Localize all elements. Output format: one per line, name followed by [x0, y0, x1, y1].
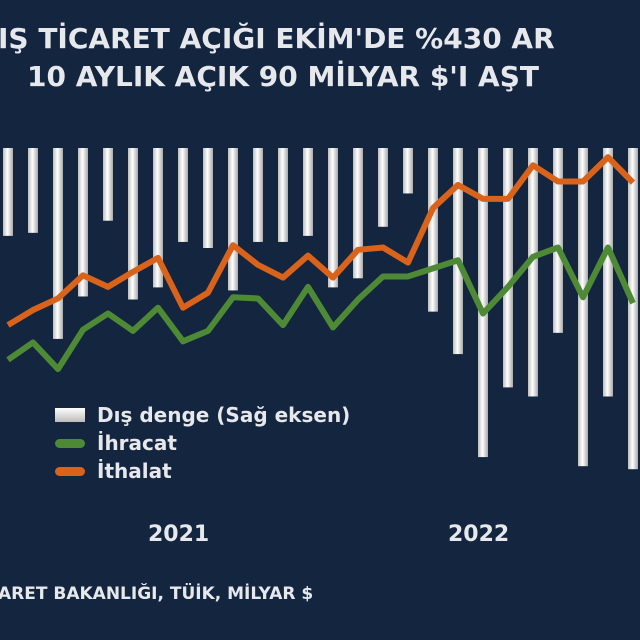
balance-bars	[3, 148, 638, 470]
balance-bar	[53, 148, 63, 339]
balance-bar	[453, 148, 463, 355]
balance-bar	[553, 148, 563, 333]
imports-line	[6, 154, 636, 328]
balance-bar	[378, 148, 388, 227]
balance-bar	[353, 148, 363, 279]
balance-bar	[478, 148, 488, 458]
balance-bar	[153, 148, 163, 288]
legend-swatch-line	[55, 438, 85, 448]
balance-bar	[3, 148, 13, 236]
balance-bar	[303, 148, 313, 236]
legend-swatch-line	[55, 466, 85, 476]
balance-bar	[503, 148, 513, 388]
balance-bar	[28, 148, 38, 233]
x-tick-label: 2022	[448, 522, 510, 547]
balance-bar	[128, 148, 138, 300]
balance-bar	[403, 148, 413, 194]
legend-label: Dış denge (Sağ eksen)	[97, 403, 351, 427]
legend-item-imports: İthalat	[55, 459, 172, 483]
balance-bar	[203, 148, 213, 248]
balance-bar	[103, 148, 113, 221]
chart-subtitle: 10 AYLIK AÇIK 90 MİLYAR $'I AŞT	[27, 60, 539, 93]
legend-swatch-bar	[55, 408, 85, 422]
balance-bar	[278, 148, 288, 242]
balance-bar	[603, 148, 613, 397]
balance-bar	[628, 148, 638, 470]
legend-item-balance: Dış denge (Sağ eksen)	[55, 403, 350, 427]
x-tick-label: 2021	[148, 522, 210, 547]
exports-line	[6, 244, 636, 373]
balance-bar	[178, 148, 188, 242]
legend-label: İhracat	[97, 431, 177, 455]
balance-bar	[528, 148, 538, 397]
balance-bar	[328, 148, 338, 288]
balance-bar	[228, 148, 238, 291]
legend-label: İthalat	[97, 459, 172, 483]
line-series	[6, 154, 636, 373]
balance-bar	[253, 148, 263, 242]
balance-bar	[428, 148, 438, 312]
balance-bar	[78, 148, 88, 297]
balance-bar	[578, 148, 588, 467]
source-note: ARET BAKANLIĞI, TÜİK, MİLYAR $	[0, 584, 314, 604]
legend-item-exports: İhracat	[55, 431, 177, 455]
chart-title: IŞ TİCARET AÇIĞI EKİM'DE %430 AR	[0, 22, 555, 55]
